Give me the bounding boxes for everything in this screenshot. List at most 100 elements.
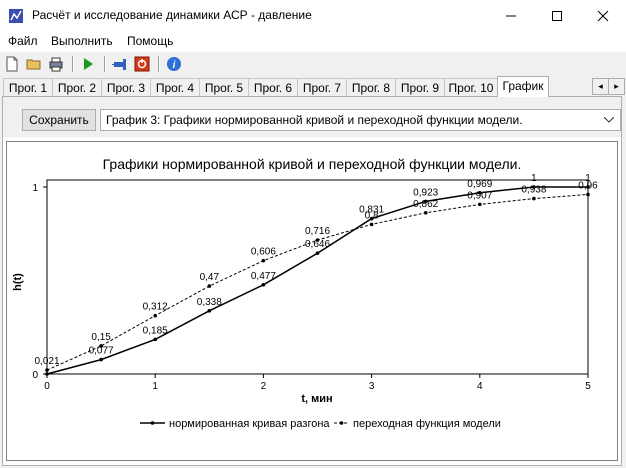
normalized-curve-point	[315, 251, 320, 255]
model-function-value-label: 0,862	[413, 199, 438, 210]
x-tick-label: 0	[44, 381, 50, 392]
chart-title: Графики нормированной кривой и переходно…	[103, 156, 522, 172]
tab-prog-9[interactable]: Прог. 9	[395, 78, 445, 96]
normalized-curve-point	[423, 199, 428, 204]
save-button[interactable]: Сохранить	[22, 109, 96, 131]
tab-prog-8[interactable]: Прог. 8	[346, 78, 396, 96]
open-folder-icon	[26, 59, 41, 70]
model-function-value-label: 0,938	[521, 185, 546, 196]
normalized-curve-value-label: 0,646	[305, 239, 330, 250]
close-icon	[597, 10, 609, 22]
normalized-curve-point	[153, 337, 157, 342]
model-function-point	[261, 258, 266, 263]
legend-item-dashed: переходная функция модели	[353, 418, 501, 430]
tab-prog-6[interactable]: Прог. 6	[248, 78, 298, 96]
graph-select[interactable]: График 3: Графики нормированной кривой и…	[100, 109, 621, 131]
menu-run[interactable]: Выполнить	[51, 34, 113, 48]
model-function-point	[478, 202, 482, 207]
legend-solid-marker	[150, 421, 155, 425]
model-function-value-label: 0,47	[200, 272, 220, 283]
tab-prog-7[interactable]: Прог. 7	[297, 78, 347, 96]
menu-file[interactable]: Файл	[8, 34, 38, 48]
model-function-value-label: 0,716	[305, 226, 330, 237]
program-tabs: Прог. 1 Прог. 2 Прог. 3 Прог. 4 Прог. 5 …	[0, 76, 626, 97]
print-icon	[49, 57, 63, 72]
stop-button[interactable]	[133, 55, 151, 73]
tab-prog-4[interactable]: Прог. 4	[150, 78, 200, 96]
y-axis-label: h(t)	[12, 273, 24, 291]
tab-prog-2[interactable]: Прог. 2	[52, 78, 102, 96]
normalized-curve-value-label: 1	[585, 173, 591, 184]
tab-prog-10[interactable]: Прог. 10	[444, 78, 498, 96]
new-file-button[interactable]	[3, 55, 21, 73]
chevron-right-icon: ▸	[614, 81, 619, 91]
info-button[interactable]: i	[165, 55, 183, 73]
new-file-icon	[6, 56, 18, 72]
x-tick-label: 5	[585, 381, 591, 392]
normalized-curve-point	[369, 216, 374, 221]
close-button[interactable]	[580, 0, 626, 32]
app-icon	[9, 9, 23, 23]
pin-icon	[112, 59, 126, 70]
tab-prog-1[interactable]: Прог. 1	[3, 78, 53, 96]
model-function-point	[45, 368, 49, 372]
model-function-value-label: 0,8	[365, 210, 379, 221]
stop-icon	[134, 56, 150, 72]
toolbar: i	[0, 52, 626, 76]
minimize-button[interactable]	[488, 0, 534, 32]
pin-button[interactable]	[111, 55, 129, 73]
chevron-down-icon[interactable]	[601, 110, 617, 130]
info-icon: i	[167, 57, 181, 71]
x-axis-label: t, мин	[301, 393, 332, 405]
model-function-point	[315, 238, 320, 242]
normalized-curve-point	[261, 283, 266, 287]
normalized-curve-value-label: 0,923	[413, 187, 438, 198]
graph-select-value: График 3: Графики нормированной кривой и…	[106, 113, 523, 127]
x-tick-label: 1	[152, 381, 158, 392]
normalized-curve-value-label: 1	[531, 173, 537, 184]
model-function-value-label: 0,15	[91, 332, 111, 343]
model-function-point	[532, 196, 536, 201]
model-function-line	[46, 193, 589, 371]
maximize-button[interactable]	[534, 0, 580, 32]
normalized-curve-point	[478, 190, 482, 195]
normalized-curve-point	[586, 185, 590, 189]
run-icon	[84, 58, 93, 70]
tab-prog-3[interactable]: Прог. 3	[101, 78, 151, 96]
plot-frame	[46, 179, 589, 375]
y-tick-label: 1	[32, 183, 38, 194]
normalized-curve-value-label: 0,185	[143, 325, 168, 336]
x-tick-label: 3	[369, 381, 375, 392]
model-function-point	[586, 192, 590, 197]
normalized-curve-value-label: 0,338	[197, 297, 222, 308]
tab-prog-5[interactable]: Прог. 5	[199, 78, 249, 96]
menu-bar: Файл Выполнить Помощь	[0, 32, 626, 52]
tab-scroll-right-button[interactable]: ▸	[608, 78, 625, 95]
chart-svg: Графики нормированной кривой и переходно…	[12, 156, 598, 430]
minimize-icon	[506, 15, 516, 17]
open-button[interactable]	[25, 55, 43, 73]
x-tick-label: 2	[261, 381, 267, 392]
maximize-icon	[552, 11, 562, 21]
toolbar-separator	[158, 56, 160, 72]
normalized-curve-point	[45, 372, 49, 376]
model-function-point	[207, 284, 212, 288]
model-function-point	[153, 313, 157, 318]
normalized-curve-point	[207, 308, 212, 313]
tab-graph[interactable]: График	[497, 76, 549, 97]
model-function-value-label: 0,021	[34, 356, 59, 367]
run-button[interactable]	[79, 55, 97, 73]
model-function-value-label: 0,312	[143, 302, 168, 313]
model-function-value-label: 0,606	[251, 247, 276, 258]
legend-item-solid: нормированная кривая разгона	[169, 418, 330, 430]
chart-area: Графики нормированной кривой и переходно…	[6, 141, 618, 461]
tab-scroll-left-button[interactable]: ◂	[592, 78, 609, 95]
title-bar: Расчёт и исследование динамики АСР - дав…	[0, 0, 626, 32]
legend-dashed-marker	[339, 421, 344, 425]
normalized-curve-value-label: 0,831	[359, 205, 384, 216]
model-function-value-label: 0,907	[467, 190, 492, 201]
menu-help[interactable]: Помощь	[127, 34, 174, 48]
x-tick-label: 4	[477, 381, 483, 392]
print-button[interactable]	[47, 55, 65, 73]
model-function-value-label: 0,96	[578, 180, 598, 191]
